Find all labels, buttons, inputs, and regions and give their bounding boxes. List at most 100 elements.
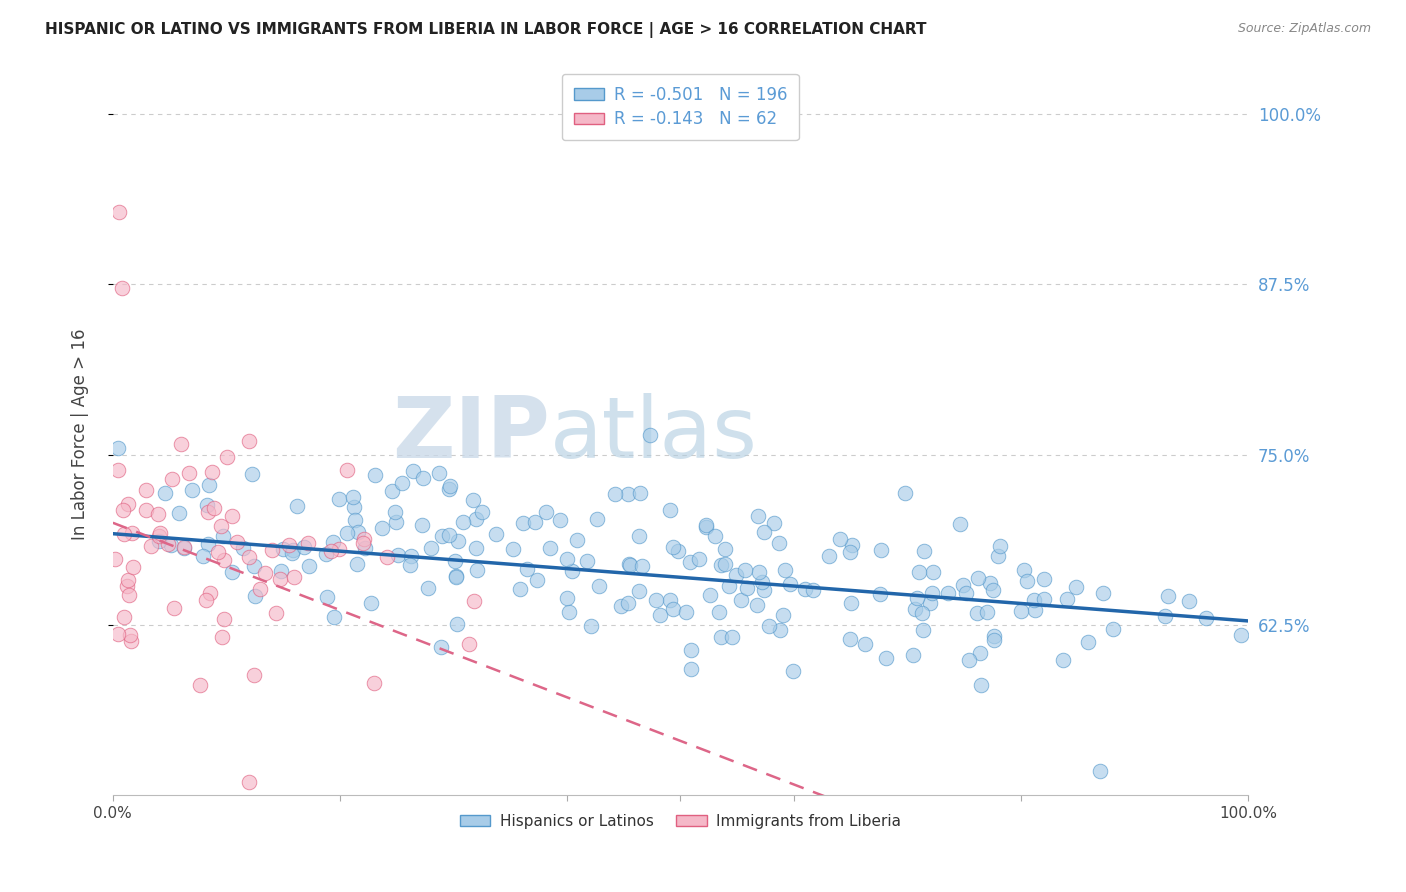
Point	[271, 541, 294, 556]
Point	[209, 518, 232, 533]
Point	[911, 606, 934, 620]
Point	[699, 588, 721, 602]
Point	[465, 563, 488, 577]
Point	[384, 505, 406, 519]
Point	[198, 586, 221, 600]
Point	[281, 543, 304, 558]
Point	[117, 497, 139, 511]
Point	[117, 574, 139, 588]
Point	[163, 600, 186, 615]
Point	[418, 581, 440, 595]
Point	[912, 543, 935, 558]
Point	[1012, 562, 1035, 576]
Point	[111, 281, 134, 295]
Point	[107, 463, 129, 477]
Point	[1102, 622, 1125, 636]
Point	[195, 498, 218, 512]
Point	[343, 500, 366, 514]
Point	[121, 560, 143, 574]
Point	[446, 617, 468, 632]
Point	[465, 541, 488, 556]
Point	[238, 550, 260, 565]
Point	[512, 516, 534, 531]
Point	[157, 536, 180, 550]
Point	[588, 579, 610, 593]
Point	[135, 483, 157, 498]
Point	[461, 493, 484, 508]
Point	[516, 562, 538, 576]
Point	[650, 608, 672, 623]
Point	[316, 590, 339, 604]
Point	[243, 589, 266, 603]
Point	[666, 544, 689, 558]
Point	[617, 557, 640, 571]
Point	[901, 648, 924, 662]
Point	[1024, 603, 1046, 617]
Point	[1229, 628, 1251, 642]
Point	[342, 490, 364, 504]
Point	[336, 525, 359, 540]
Point	[1154, 608, 1177, 623]
Point	[894, 486, 917, 500]
Point	[439, 527, 461, 541]
Point	[115, 578, 138, 592]
Point	[328, 491, 350, 506]
Y-axis label: In Labor Force | Age > 16: In Labor Force | Age > 16	[72, 328, 89, 540]
Point	[695, 520, 717, 534]
Point	[1033, 592, 1056, 607]
Point	[292, 540, 315, 554]
Point	[1015, 574, 1038, 588]
Point	[949, 517, 972, 532]
Point	[315, 547, 337, 561]
Point	[221, 509, 243, 524]
Point	[322, 535, 344, 549]
Point	[1156, 589, 1178, 603]
Point	[969, 646, 991, 660]
Point	[391, 475, 413, 490]
Legend: Hispanics or Latinos, Immigrants from Liberia: Hispanics or Latinos, Immigrants from Li…	[454, 807, 907, 835]
Point	[661, 540, 683, 554]
Point	[987, 549, 1010, 564]
Point	[398, 558, 420, 572]
Point	[238, 774, 260, 789]
Point	[344, 512, 367, 526]
Point	[264, 606, 287, 620]
Point	[1052, 652, 1074, 666]
Point	[688, 552, 710, 566]
Point	[217, 450, 239, 465]
Point	[768, 536, 790, 550]
Point	[120, 634, 142, 648]
Point	[104, 551, 127, 566]
Point	[920, 596, 942, 610]
Point	[550, 513, 572, 527]
Point	[381, 484, 404, 499]
Point	[970, 678, 993, 692]
Point	[679, 642, 702, 657]
Point	[675, 605, 697, 619]
Point	[567, 533, 589, 547]
Point	[347, 525, 370, 540]
Point	[401, 464, 423, 478]
Point	[353, 541, 375, 555]
Point	[721, 630, 744, 644]
Point	[173, 541, 195, 555]
Point	[214, 553, 236, 567]
Point	[725, 568, 748, 582]
Point	[681, 663, 703, 677]
Point	[160, 537, 183, 551]
Point	[269, 572, 291, 586]
Point	[419, 541, 441, 556]
Point	[243, 559, 266, 574]
Point	[1056, 592, 1078, 607]
Point	[1091, 586, 1114, 600]
Point	[148, 533, 170, 548]
Point	[747, 508, 769, 523]
Point	[983, 629, 1005, 643]
Point	[640, 428, 662, 442]
Point	[758, 619, 780, 633]
Point	[465, 512, 488, 526]
Point	[628, 583, 651, 598]
Point	[839, 545, 862, 559]
Point	[463, 594, 485, 608]
Point	[202, 500, 225, 515]
